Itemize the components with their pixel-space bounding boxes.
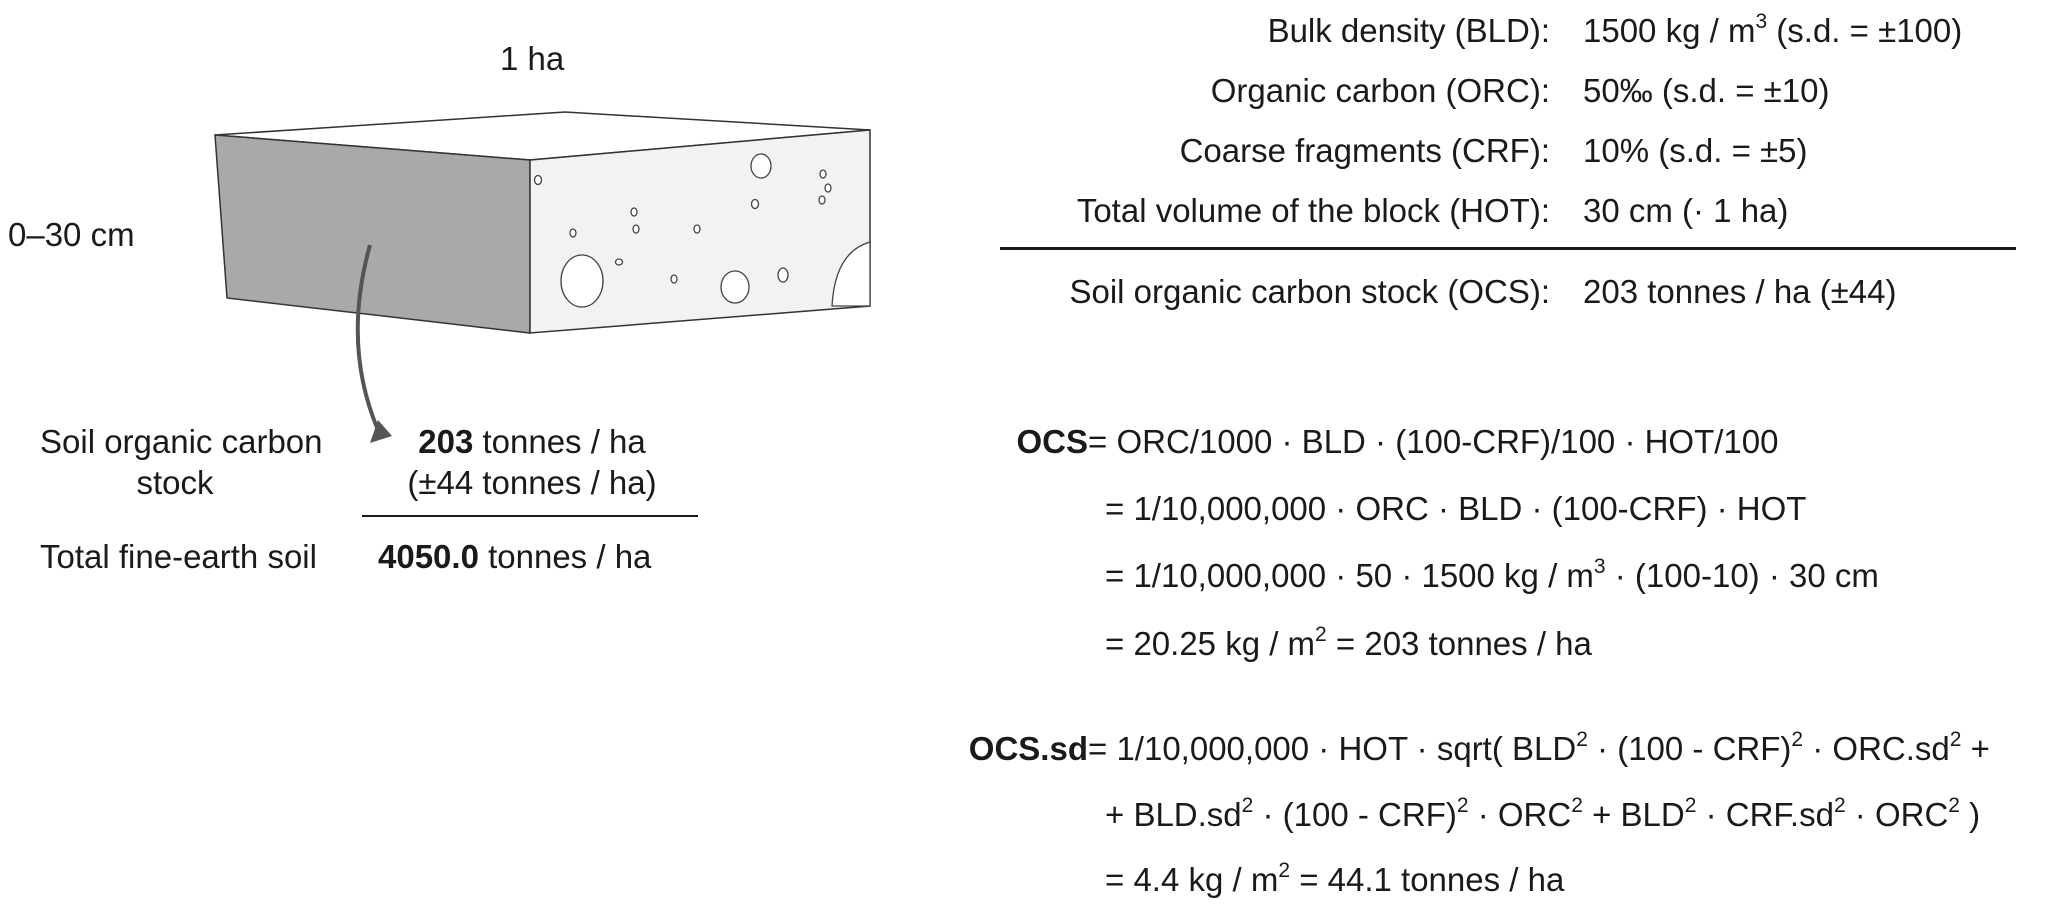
depth-label: 0–30 cm xyxy=(8,216,135,253)
param-label-hot: Total volume of the block (HOT): xyxy=(1076,192,1550,229)
arrow-head-icon xyxy=(370,420,392,443)
ocs-value-line: 203 tonnes / ha xyxy=(392,425,672,458)
fine-earth-unit: tonnes / ha xyxy=(478,538,652,575)
left-divider xyxy=(362,515,698,517)
ocs-formula-line4: = 20.25 kg / m2 = 203 tonnes / ha xyxy=(1105,623,1592,662)
area-label: 1 ha xyxy=(500,40,565,77)
ocs-formula-name: OCS xyxy=(1016,423,1088,460)
result-label: Soil organic carbon stock (OCS): xyxy=(1069,273,1550,310)
coarse-fragments xyxy=(533,153,871,308)
block-front-face xyxy=(214,134,531,334)
stock-arrow xyxy=(355,244,380,431)
ocs-sd: (±44 tonnes / ha) xyxy=(407,464,657,501)
param-label-orc: Organic carbon (ORC): xyxy=(1210,72,1550,109)
result-value: 203 tonnes / ha (±44) xyxy=(1583,273,1897,310)
param-value-crf: 10% (s.d. = ±5) xyxy=(1583,132,1808,169)
sd-formula-name: OCS.sd xyxy=(968,730,1088,767)
ocs-formula-line1: = ORC/1000 · BLD · (100-CRF)/100 · HOT/1… xyxy=(1088,423,1779,460)
ocs-value-block: 203 tonnes / ha (±44 tonnes / ha) xyxy=(392,425,672,499)
ocs-label: Soil organic carbon stock xyxy=(40,423,323,501)
param-value-hot: 30 cm (· 1 ha) xyxy=(1583,192,1789,229)
ocs-formula-line2: = 1/10,000,000 · ORC · BLD · (100-CRF) ·… xyxy=(1105,490,1807,527)
fine-earth-label: Total fine-earth soil xyxy=(40,538,317,575)
ocs-label-line1: Soil organic carbon xyxy=(40,423,323,460)
fine-earth-value: 4050.0 xyxy=(378,538,479,575)
sd-formula-line3: = 4.4 kg / m2 = 44.1 tonnes / ha xyxy=(1105,859,1565,898)
ocs-label-line2: stock xyxy=(136,464,214,501)
table-divider xyxy=(1000,247,2016,250)
sd-formula-line1: = 1/10,000,000 · HOT · sqrt( BLD2 · (100… xyxy=(1088,728,1990,767)
param-label-bld: Bulk density (BLD): xyxy=(1267,12,1550,49)
soil-block-illustration xyxy=(214,111,871,443)
param-value-orc: 50‰ (s.d. = ±10) xyxy=(1583,72,1830,109)
ocs-formula-line3: = 1/10,000,000 · 50 · 1500 kg / m3 · (10… xyxy=(1105,555,1879,594)
fine-earth-value-line: 4050.0 tonnes / ha xyxy=(378,540,651,573)
param-label-crf: Coarse fragments (CRF): xyxy=(1179,132,1550,169)
param-value-bld: 1500 kg / m3 (s.d. = ±100) xyxy=(1583,10,1963,49)
ocs-unit: tonnes / ha xyxy=(473,423,646,460)
ocs-value: 203 xyxy=(418,423,474,460)
sd-formula-line2: + BLD.sd2 · (100 - CRF)2 · ORC2 + BLD2 ·… xyxy=(1105,794,1981,833)
